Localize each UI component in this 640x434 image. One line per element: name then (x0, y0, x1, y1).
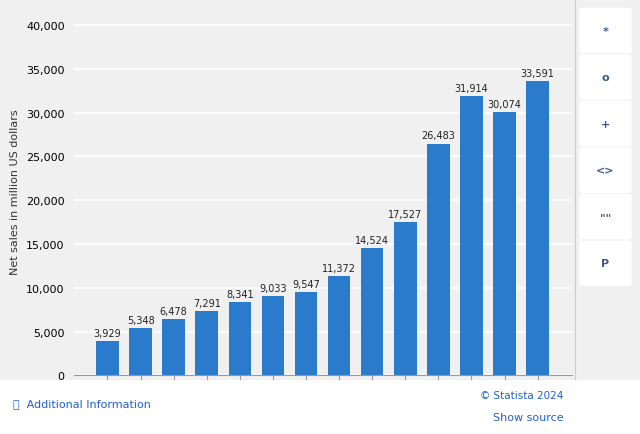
Text: Show source: Show source (493, 412, 563, 421)
Text: 5,348: 5,348 (127, 316, 154, 326)
Text: 6,478: 6,478 (160, 306, 188, 316)
Text: o: o (602, 73, 609, 83)
Bar (526, 82, 549, 375)
Text: <>: <> (596, 166, 614, 176)
Text: 17,527: 17,527 (388, 209, 422, 219)
Text: © Statista 2024: © Statista 2024 (480, 390, 563, 400)
Bar (460, 97, 483, 375)
Text: +: + (601, 119, 610, 129)
Text: 7,291: 7,291 (193, 299, 221, 309)
Bar (96, 341, 119, 375)
Text: 9,547: 9,547 (292, 279, 320, 289)
Text: 31,914: 31,914 (454, 84, 488, 94)
Bar (129, 329, 152, 375)
Text: 9,033: 9,033 (259, 283, 287, 293)
Bar (394, 222, 417, 375)
Text: 11,372: 11,372 (322, 263, 356, 273)
Text: "": "" (600, 212, 611, 222)
Bar (361, 249, 383, 375)
Bar (163, 319, 185, 375)
Bar (262, 296, 284, 375)
Bar (328, 276, 350, 375)
Y-axis label: Net sales in million US dollars: Net sales in million US dollars (10, 109, 20, 275)
Text: 33,591: 33,591 (521, 69, 555, 79)
Bar (195, 312, 218, 375)
Text: ⓘ  Additional Information: ⓘ Additional Information (13, 398, 150, 408)
Text: 8,341: 8,341 (226, 289, 253, 299)
Bar (493, 113, 516, 375)
Text: 26,483: 26,483 (421, 131, 455, 141)
Text: 3,929: 3,929 (93, 328, 122, 338)
Text: *: * (602, 26, 609, 36)
Text: 30,074: 30,074 (488, 100, 522, 110)
Text: 14,524: 14,524 (355, 236, 389, 246)
Text: P: P (602, 259, 609, 269)
Bar (427, 144, 450, 375)
Bar (228, 302, 251, 375)
Bar (295, 292, 317, 375)
